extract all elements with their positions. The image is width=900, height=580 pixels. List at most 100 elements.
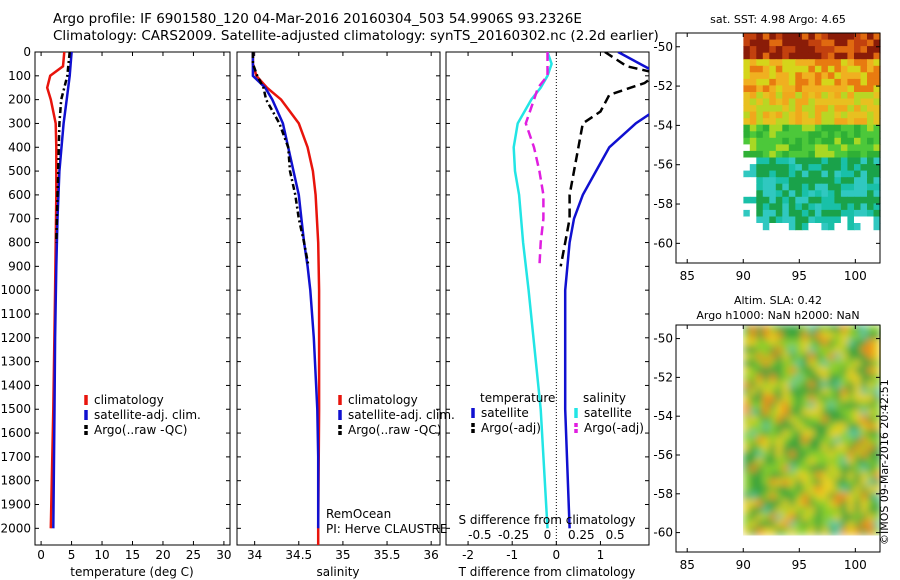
sst-map-cell (762, 196, 770, 204)
sst-map-cell (769, 118, 777, 126)
sla-map-cell (834, 366, 842, 375)
sla-map-subtitle: Argo h1000: NaN h2000: NaN (696, 309, 859, 322)
sst-map-cell (854, 78, 862, 87)
sst-map-cell (756, 85, 764, 93)
sst-map-cell (854, 65, 862, 73)
sst-map-cell (801, 157, 809, 165)
sla-map-cell (854, 478, 862, 487)
sla-map-cell (867, 394, 875, 403)
sst-map-cell (834, 65, 842, 73)
sla-map-cell (814, 436, 822, 445)
sst-map-cell (821, 203, 829, 211)
sla-map-cell (860, 325, 868, 333)
sst-map-cell (827, 105, 835, 113)
sla-map-cell (756, 443, 764, 452)
sst-map-cell (795, 157, 803, 165)
sla-map-cell (873, 415, 881, 424)
sst-map-cell (769, 98, 777, 106)
sst-map-cell (808, 144, 816, 152)
sla-map-cell (749, 394, 757, 403)
sst-map-cell (788, 196, 796, 204)
sst-map-cell (854, 203, 862, 211)
sst-map-cell (795, 92, 803, 100)
salinity-satellite-line (251, 52, 320, 529)
sla-map-cell (749, 366, 757, 375)
sla-map-cell (769, 464, 777, 473)
sla-map-cell (749, 380, 757, 389)
sst-map-cell (867, 92, 875, 100)
sst-map-cell (743, 157, 751, 165)
sst-map-cell (854, 98, 862, 106)
sst-map-cell (801, 52, 809, 60)
sst-map-cell (743, 65, 751, 73)
sst-map-cell (854, 39, 862, 47)
sla-map-cell (854, 346, 862, 354)
sla-map-cell (867, 359, 875, 368)
sst-map-cell (762, 59, 770, 67)
sla-map-field (743, 325, 881, 536)
sla-map-cell (775, 332, 783, 340)
sla-map-cell (769, 352, 777, 361)
sst-map-cell (847, 131, 855, 139)
sla-map-cell (782, 415, 790, 424)
sst-map-cell (873, 85, 881, 93)
sst-map-cell (827, 144, 835, 152)
sla-map-cell (769, 387, 777, 396)
sla-map-cell (795, 443, 803, 452)
sla-map-cell (847, 429, 855, 438)
sla-map-cell (827, 513, 835, 522)
sst-map-cell (827, 111, 835, 119)
sst-map-cell (847, 46, 855, 54)
sla-map-cell (873, 366, 881, 375)
sla-map-cell (762, 471, 770, 480)
sla-map-cell (743, 332, 751, 340)
depth-tick-label: 300 (8, 116, 31, 130)
sla-map-cell (814, 422, 822, 431)
sst-map-cell (788, 157, 796, 165)
sla-map-cell (762, 492, 770, 501)
sla-map-cell (801, 346, 809, 354)
sla-map-xtick-label: 95 (792, 558, 807, 572)
sla-map-cell (860, 457, 868, 466)
sst-map-cell (808, 137, 816, 145)
sla-map-cell (867, 478, 875, 487)
sst-map-cell (782, 59, 790, 67)
sla-map-cell (795, 422, 803, 431)
sst-map-cell (847, 137, 855, 145)
sst-map-cell (814, 105, 822, 113)
sla-map-cell (801, 478, 809, 487)
sst-map-cell (743, 203, 751, 211)
sst-map-cell (840, 118, 848, 126)
sla-map-cell (801, 506, 809, 515)
sst-map-cell (795, 177, 803, 185)
sla-map-cell (854, 325, 862, 333)
sla-map-cell (873, 443, 881, 452)
sst-map-cell (775, 157, 783, 165)
sst-map-cell (834, 92, 842, 100)
sst-map-cell (827, 190, 835, 198)
sla-map-cell (867, 380, 875, 389)
sst-map-ytick-label: -58 (653, 197, 673, 211)
sla-map-cell (782, 332, 790, 340)
sla-map-cell (808, 408, 816, 417)
sst-map-cell (801, 203, 809, 211)
sla-map-cell (873, 332, 881, 340)
sst-map-cell (821, 209, 829, 218)
sst-map-cell (775, 124, 783, 132)
sst-map-cell (756, 39, 764, 47)
sla-map-cell (860, 352, 868, 361)
sst-map-cell (854, 164, 862, 172)
sla-map-cell (762, 346, 770, 354)
sla-map-cell (834, 325, 842, 333)
sst-map-cell (873, 177, 881, 185)
sla-map-cell (821, 485, 829, 494)
sst-map-cell (762, 65, 770, 73)
temperature-xtick-label: 20 (155, 548, 170, 562)
sla-map-cell (854, 401, 862, 410)
sla-map-cell (769, 339, 777, 347)
sla-map-cell (762, 457, 770, 466)
sla-map-cell (854, 429, 862, 438)
sla-map-cell (782, 436, 790, 445)
sla-map-cell (834, 380, 842, 389)
